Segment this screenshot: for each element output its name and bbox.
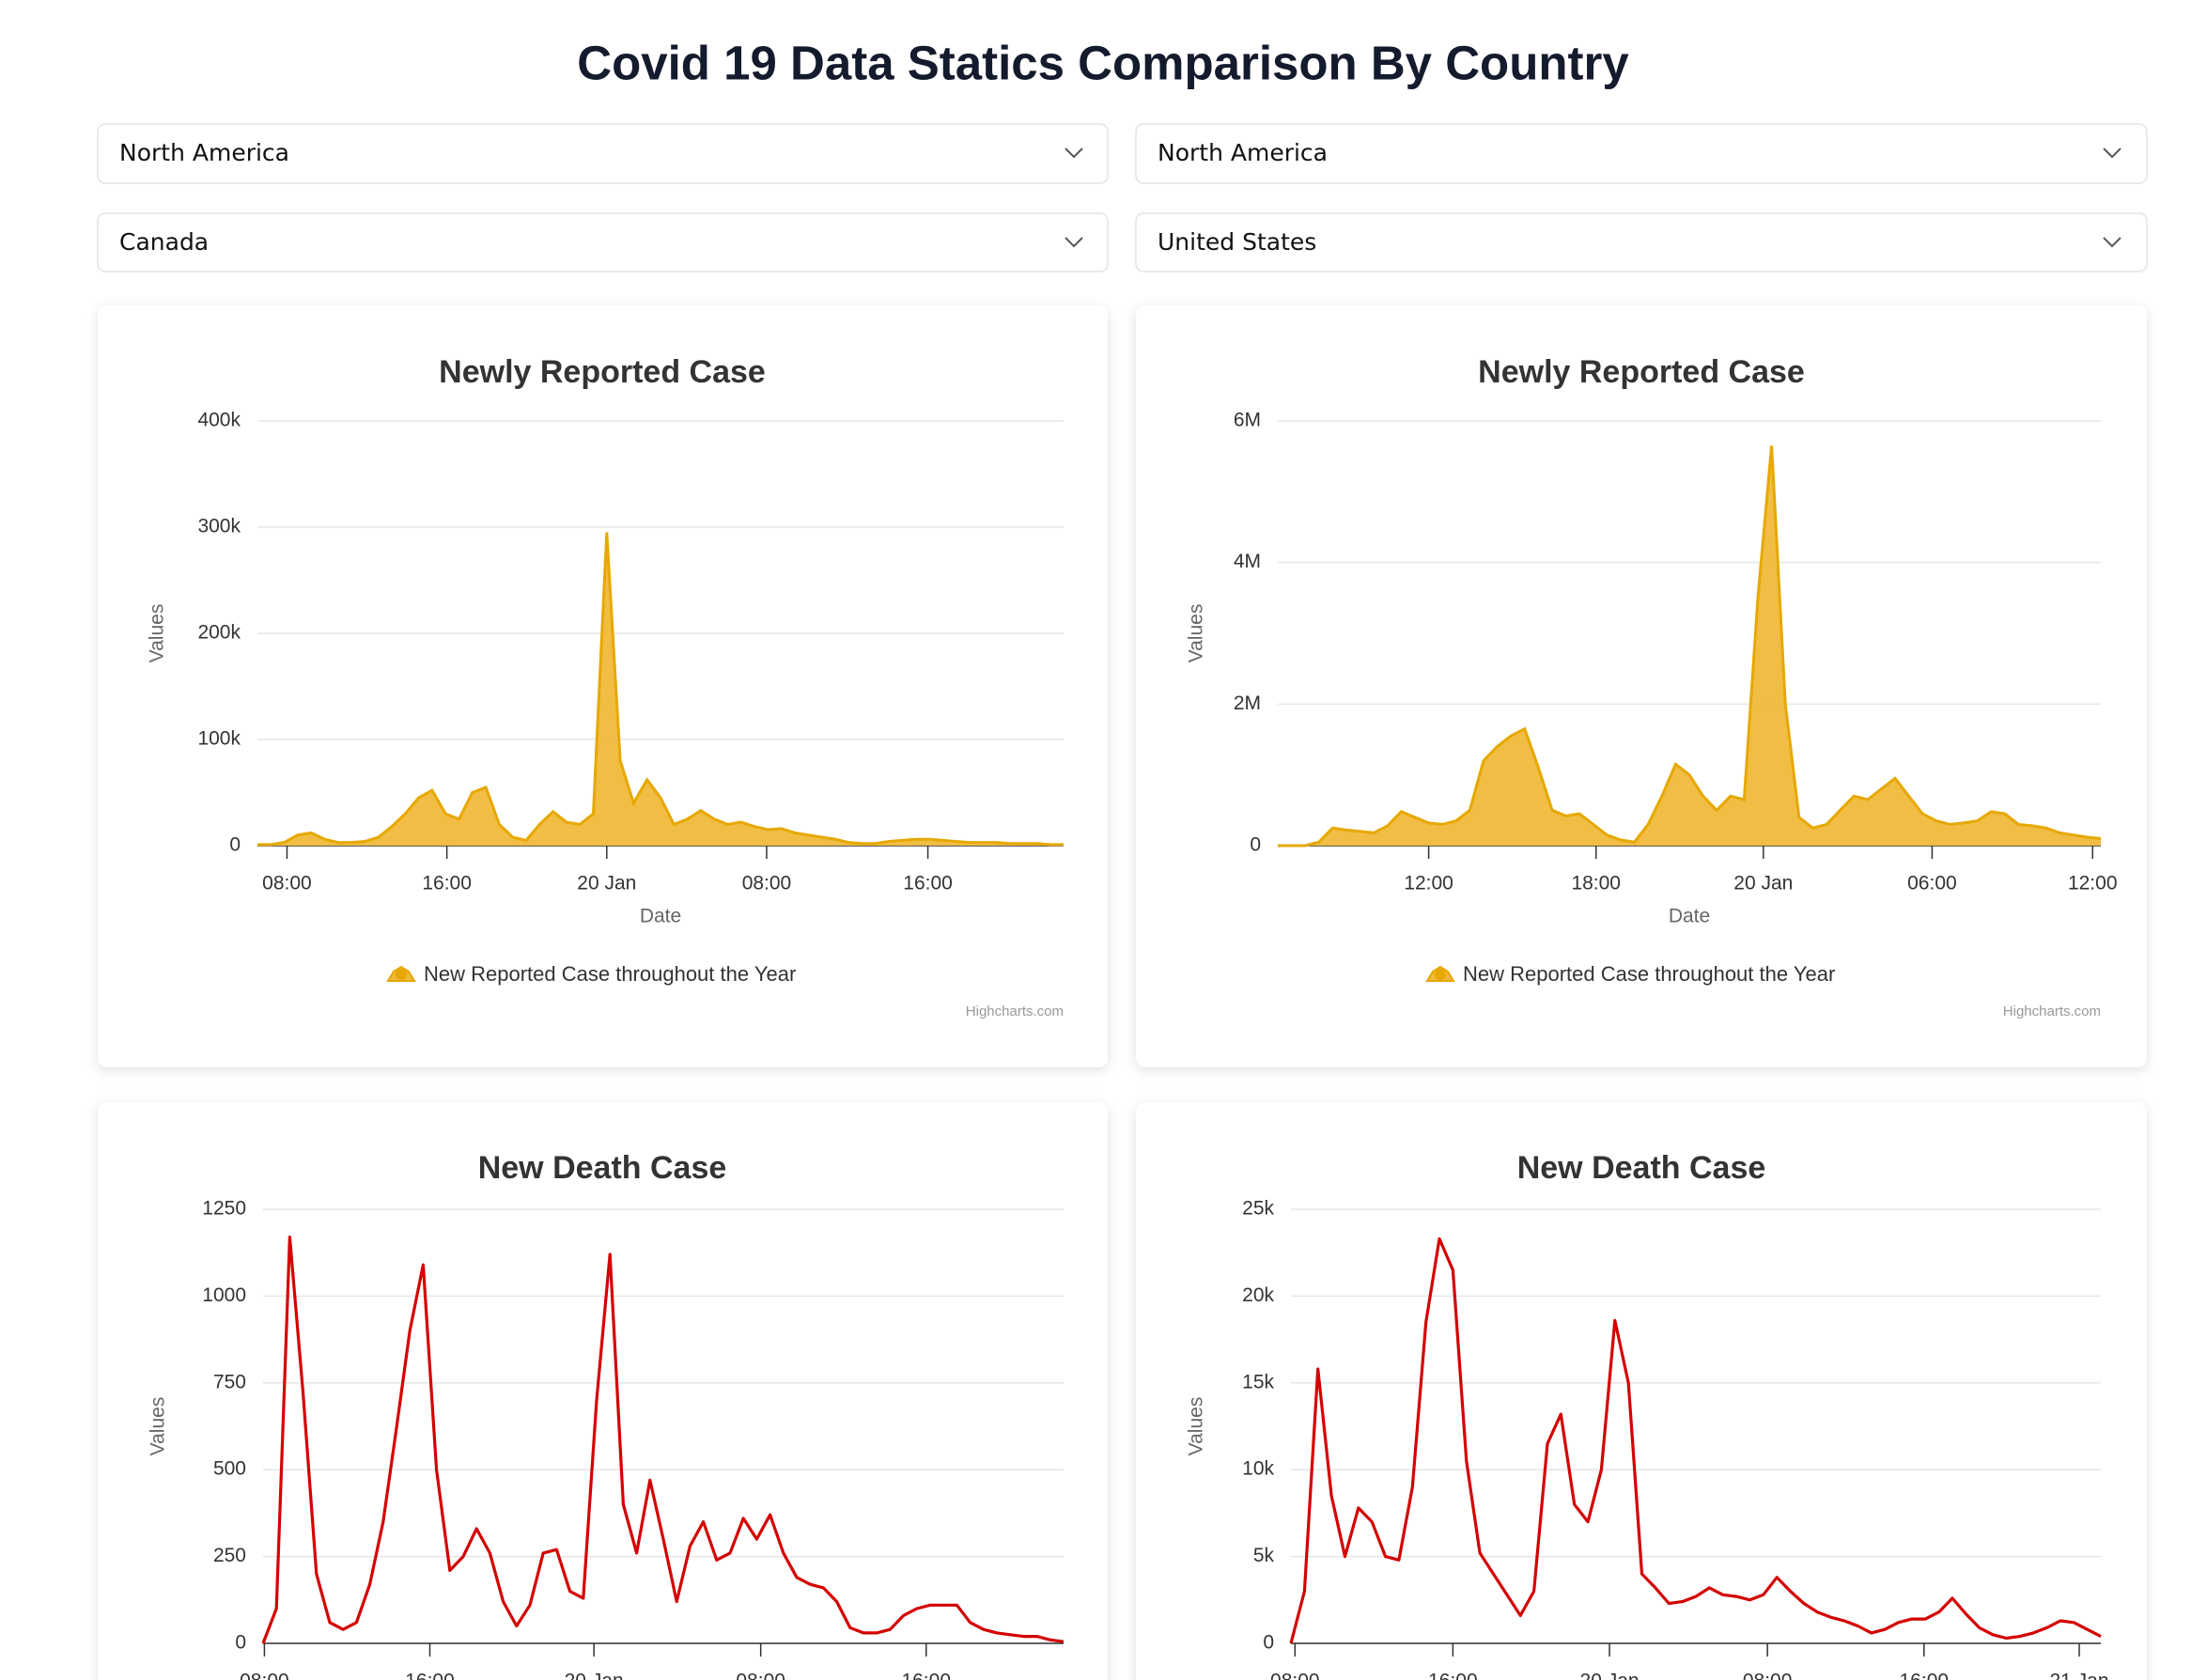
x-tick-label: 16:00 [903, 873, 953, 894]
credits: Highcharts.com [966, 1003, 1064, 1019]
x-tick-label: 20 Jan [565, 1671, 624, 1680]
y-tick-label: 2M [1234, 692, 1261, 714]
area-line [1278, 445, 2102, 848]
x-tick-label: 16:00 [901, 1671, 951, 1680]
x-tick-label: 08:00 [1270, 1671, 1320, 1680]
chevron [2103, 148, 2122, 159]
x-tick-label: 08:00 [262, 873, 312, 894]
x-tick-label: 20 Jan [1580, 1671, 1640, 1680]
line [1289, 1237, 2102, 1644]
y-tick-label: 0 [235, 1632, 246, 1654]
card [98, 1102, 1108, 1680]
y-tick-label: 400k [197, 410, 241, 431]
x-tick-label: 16:00 [405, 1671, 455, 1680]
legend-marker [396, 969, 407, 980]
y-axis-title: Values [1186, 1397, 1207, 1456]
select-text: North America [1158, 139, 1328, 166]
y-tick-label: 200k [197, 622, 241, 644]
y-axis-title: Values [148, 1397, 169, 1456]
select-text: North America [119, 139, 289, 166]
page-title: Covid 19 Data Statics Comparison By Coun… [577, 36, 1629, 89]
x-tick-label: 12:00 [1404, 873, 1453, 894]
x-tick-label: 08:00 [742, 873, 792, 894]
y-tick-label: 0 [1263, 1632, 1274, 1654]
x-axis-title: Date [1669, 906, 1710, 927]
y-tick-label: 500 [213, 1458, 246, 1480]
y-tick-label: 20k [1242, 1284, 1274, 1306]
y-tick-label: 100k [197, 728, 241, 750]
y-tick-label: 4M [1234, 551, 1261, 572]
y-tick-label: 15k [1242, 1371, 1274, 1392]
select-region-right[interactable] [1135, 123, 2148, 184]
y-tick-label: 300k [197, 516, 241, 537]
card [1136, 305, 2147, 1067]
x-tick-label: 18:00 [1571, 873, 1621, 894]
credits: Highcharts.com [2003, 1003, 2101, 1019]
y-tick-label: 250 [213, 1545, 246, 1566]
y-tick-label: 1000 [202, 1284, 246, 1306]
chevron [1065, 237, 1083, 248]
legend-text: New Reported Case throughout the Year [1463, 962, 1835, 986]
area-line [257, 532, 1064, 847]
chevron [2103, 237, 2122, 248]
x-tick-label: 12:00 [2068, 873, 2118, 894]
chevron [1065, 148, 1083, 159]
x-tick-label: 08:00 [240, 1671, 289, 1680]
y-tick-label: 0 [1250, 834, 1261, 856]
select-text: Canada [119, 228, 209, 256]
legend-text: New Reported Case throughout the Year [424, 962, 796, 986]
y-tick-label: 1250 [202, 1198, 246, 1220]
y-tick-label: 5k [1253, 1545, 1275, 1566]
x-tick-label: 21 Jan [2049, 1671, 2108, 1680]
legend-marker [1435, 969, 1446, 980]
y-axis-title: Values [147, 604, 168, 663]
select-region-left[interactable] [97, 123, 1109, 184]
x-tick-label: 08:00 [736, 1671, 785, 1680]
x-tick-label: 20 Jan [577, 873, 636, 894]
x-tick-label: 16:00 [1428, 1671, 1478, 1680]
y-tick-label: 750 [213, 1371, 246, 1392]
chart-title: New Death Case [1517, 1150, 1766, 1186]
x-axis-title: Date [640, 906, 681, 927]
select-country-right[interactable] [1135, 212, 2148, 272]
selectors: North America North America Canada Unite… [97, 123, 2148, 272]
y-axis-title: Values [1186, 604, 1207, 663]
line [261, 1236, 1065, 1644]
select-text: United States [1158, 228, 1316, 256]
select-country-left[interactable] [97, 212, 1109, 272]
y-tick-label: 6M [1234, 410, 1261, 431]
y-tick-label: 10k [1242, 1458, 1274, 1480]
x-tick-label: 06:00 [1907, 873, 1957, 894]
x-tick-label: 16:00 [422, 873, 472, 894]
x-tick-label: 08:00 [1743, 1671, 1793, 1680]
y-tick-label: 0 [229, 834, 241, 856]
x-tick-label: 20 Jan [1733, 873, 1793, 894]
chart-title: New Death Case [478, 1150, 727, 1186]
chart-title: Newly Reported Case [439, 354, 766, 390]
y-tick-label: 25k [1242, 1198, 1274, 1220]
chart-title: Newly Reported Case [1478, 354, 1805, 390]
card [1136, 1102, 2147, 1680]
x-tick-label: 16:00 [1900, 1671, 1950, 1680]
